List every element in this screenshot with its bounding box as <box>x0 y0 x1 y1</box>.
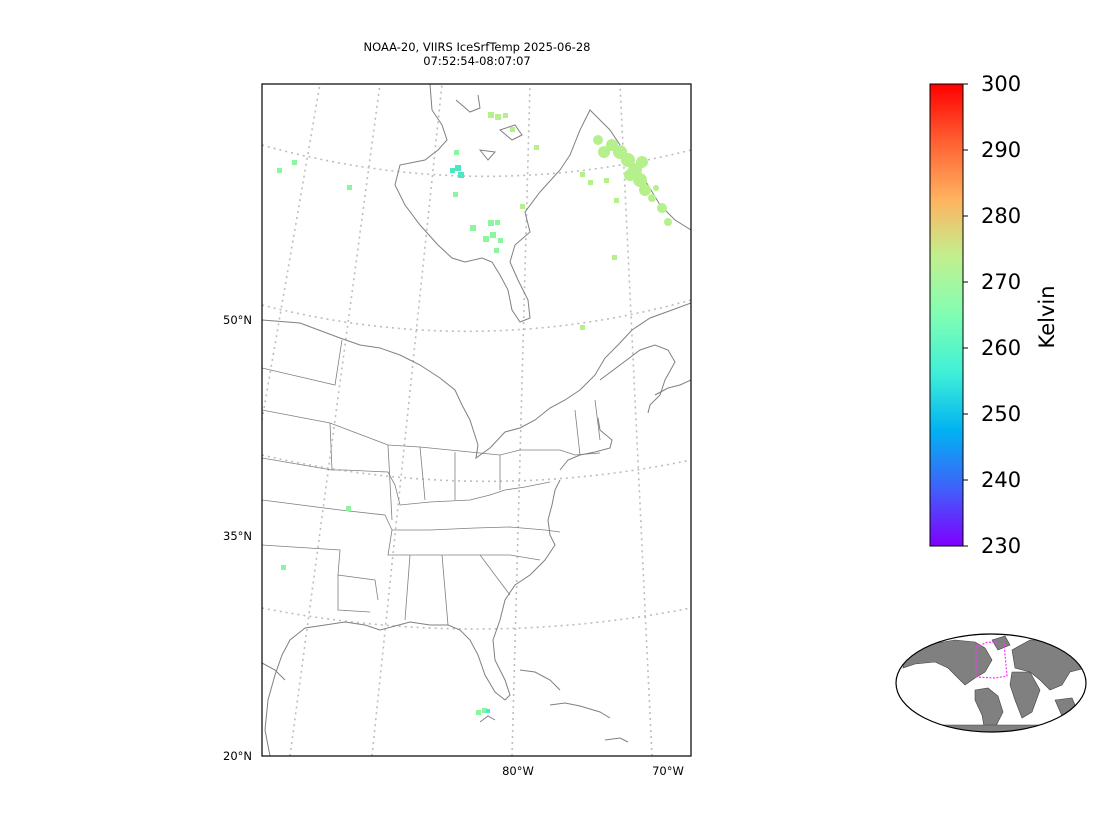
lat-label-35n: 35°N <box>223 529 252 543</box>
colorbar-tick-290: 290 <box>981 138 1022 162</box>
lat-label-20n: 20°N <box>223 749 252 763</box>
colorbar-tick-260: 260 <box>981 336 1022 360</box>
observations <box>277 112 672 715</box>
colorbar-tick-250: 250 <box>981 402 1022 426</box>
coastlines <box>262 84 691 756</box>
colorbar-tick-240: 240 <box>981 468 1022 492</box>
colorbar-tick-300: 300 <box>981 72 1022 96</box>
boundaries <box>262 339 601 626</box>
graticule <box>262 84 691 756</box>
colorbar-axis-label: Kelvin <box>1035 285 1059 349</box>
colorbar-tick-280: 280 <box>981 204 1022 228</box>
chart-title: NOAA-20, VIIRS IceSrfTemp 2025-06-28 07:… <box>262 40 692 68</box>
lon-label-80w: 80°W <box>502 764 534 778</box>
lat-label-50n: 50°N <box>223 313 252 327</box>
colorbar <box>929 83 968 547</box>
colorbar-tick-270: 270 <box>981 270 1022 294</box>
inset-highlight-region <box>975 641 1008 679</box>
title-line-1: NOAA-20, VIIRS IceSrfTemp 2025-06-28 <box>363 40 591 54</box>
map-frame <box>261 83 692 757</box>
main-map <box>262 84 691 756</box>
colorbar-tick-230: 230 <box>981 534 1022 558</box>
inset-world-map <box>895 633 1087 733</box>
title-line-2: 07:52:54-08:07:07 <box>423 54 531 68</box>
lon-label-70w: 70°W <box>652 764 684 778</box>
